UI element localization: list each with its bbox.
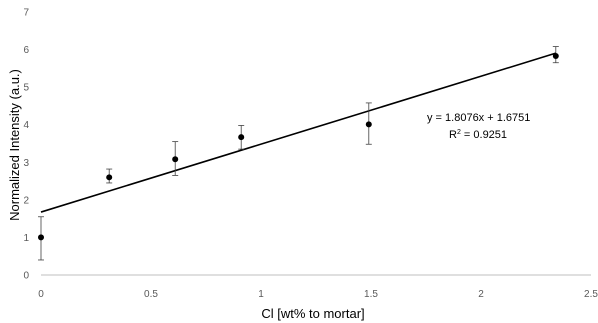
y-axis-title: Normalized Intensity (a.u.): [7, 69, 22, 221]
x-tick-label: 1.5: [364, 289, 378, 300]
trendline: [40, 52, 557, 213]
r-squared-superscript: 2: [457, 129, 461, 136]
data-point: [365, 121, 372, 128]
x-tick-labels: 0 0.5 1 1.5 2 2.5: [38, 289, 598, 300]
x-tick-label: 2: [478, 289, 484, 300]
data-point: [106, 174, 113, 181]
x-axis-title: Cl [wt% to mortar]: [261, 306, 364, 321]
x-tick-label: 1: [258, 289, 264, 300]
y-tick-label: 0: [23, 271, 29, 282]
r-squared-label: R2 = 0.9251: [449, 129, 507, 141]
data-point: [552, 52, 559, 59]
trendline-equation: y = 1.8076x + 1.6751: [427, 112, 530, 124]
y-tick-label: 1: [23, 233, 29, 244]
data-point: [172, 156, 179, 163]
data-point: [238, 134, 245, 141]
x-tick-label: 0.5: [144, 289, 158, 300]
y-tick-label: 4: [23, 120, 29, 131]
data-point: [38, 234, 44, 241]
x-tick-label: 2.5: [584, 289, 598, 300]
data-points: [38, 52, 559, 241]
x-tick-label: 0: [38, 289, 44, 300]
y-tick-label: 2: [23, 195, 29, 206]
trendline-group: [40, 52, 557, 213]
y-tick-label: 3: [23, 158, 29, 169]
y-tick-labels: 0 1 2 3 4 5 6 7: [23, 8, 29, 282]
r-squared-prefix: R: [449, 129, 457, 141]
y-tick-label: 6: [23, 45, 29, 56]
error-bars: [38, 46, 559, 261]
y-tick-label: 7: [23, 8, 29, 19]
r-squared-value: = 0.9251: [461, 129, 507, 141]
y-tick-label: 5: [23, 83, 29, 94]
